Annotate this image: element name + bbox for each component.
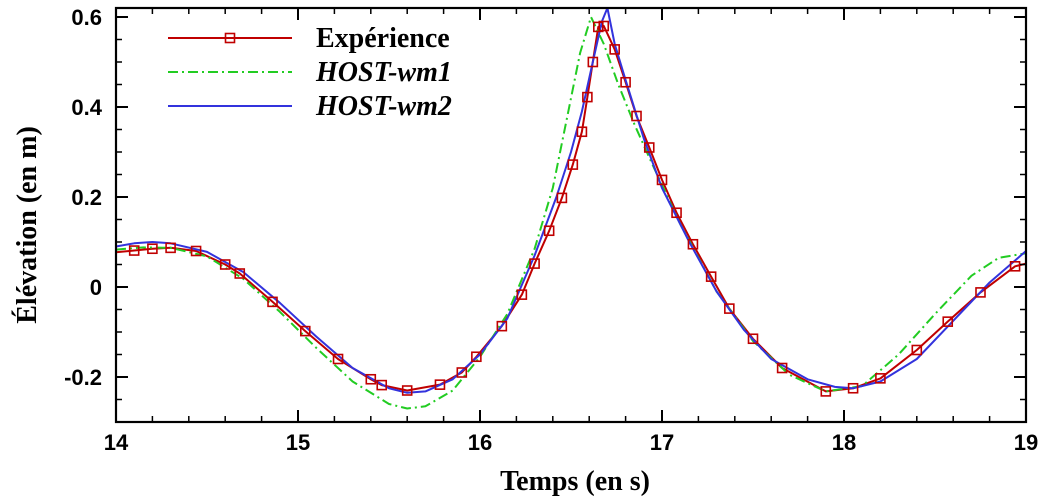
legend-label-2: HOST-wm2	[315, 91, 452, 122]
data-point-marker	[299, 325, 311, 337]
data-point-marker	[567, 159, 579, 170]
y-tick-label: 0	[90, 275, 102, 300]
data-point-marker	[847, 382, 859, 394]
data-point-marker	[332, 353, 344, 365]
data-point-marker	[724, 303, 735, 314]
data-point-marker	[556, 192, 568, 204]
data-point-marker	[875, 373, 886, 384]
data-point-marker	[582, 91, 593, 103]
data-point-marker	[820, 386, 832, 397]
series-line-1	[115, 16, 1027, 410]
series-layer	[115, 7, 1027, 410]
y-tick-label: 0.6	[71, 5, 102, 30]
data-point-marker	[365, 373, 377, 385]
y-tick-label: 0.2	[71, 185, 102, 210]
data-point-marker	[434, 379, 446, 390]
x-tick-label: 15	[286, 430, 310, 455]
y-tick-label: 0.4	[71, 95, 102, 120]
x-tick-label: 19	[1014, 430, 1038, 455]
data-point-marker	[190, 245, 202, 257]
data-point-marker	[529, 258, 540, 269]
data-point-marker	[705, 271, 717, 282]
legend-label-1: HOST-wm1	[315, 57, 452, 88]
x-tick-label: 14	[104, 430, 129, 455]
axes-layer: 14 15 16 17 18 19 -0.2 0 0.2 0.4 0.6	[64, 5, 1038, 455]
data-point-marker	[975, 287, 986, 298]
data-point-marker	[598, 20, 610, 32]
data-point-marker	[587, 56, 599, 68]
data-point-marker	[609, 44, 620, 55]
legend-label-0: Expérience	[316, 23, 450, 54]
data-point-marker	[516, 289, 528, 300]
data-point-marker	[631, 110, 642, 122]
series-line-0	[115, 25, 1027, 393]
data-point-marker	[747, 333, 759, 345]
data-point-marker	[656, 174, 668, 186]
data-point-marker	[620, 76, 631, 88]
plot-frame	[114, 6, 1028, 424]
data-point-marker	[401, 385, 413, 396]
x-tick-label: 17	[650, 430, 674, 455]
data-point-marker	[165, 242, 176, 254]
data-point-marker	[671, 207, 682, 219]
y-axis-title: Élévation (en m)	[12, 126, 43, 324]
data-point-marker	[543, 225, 555, 237]
data-point-marker	[496, 320, 508, 332]
data-point-marker	[456, 367, 468, 378]
legend-marker	[224, 32, 236, 44]
data-point-marker	[219, 259, 231, 270]
data-point-marker	[1009, 260, 1021, 272]
x-axis-title: Temps (en s)	[500, 466, 650, 497]
data-point-marker	[234, 268, 246, 279]
data-point-marker	[942, 316, 954, 327]
y-tick-label: -0.2	[64, 365, 102, 390]
data-point-marker	[687, 238, 699, 250]
data-point-marker	[267, 296, 278, 308]
x-tick-label: 18	[832, 430, 856, 455]
data-point-marker	[128, 245, 140, 256]
data-point-marker	[643, 142, 655, 153]
x-tick-label: 16	[468, 430, 492, 455]
data-point-marker	[471, 351, 482, 363]
data-point-marker	[576, 126, 588, 138]
data-point-marker	[592, 21, 604, 33]
data-point-marker	[776, 362, 788, 374]
data-point-marker	[911, 344, 923, 356]
series-line-2	[115, 7, 1027, 394]
data-point-marker	[376, 379, 388, 391]
data-point-marker	[147, 243, 158, 255]
